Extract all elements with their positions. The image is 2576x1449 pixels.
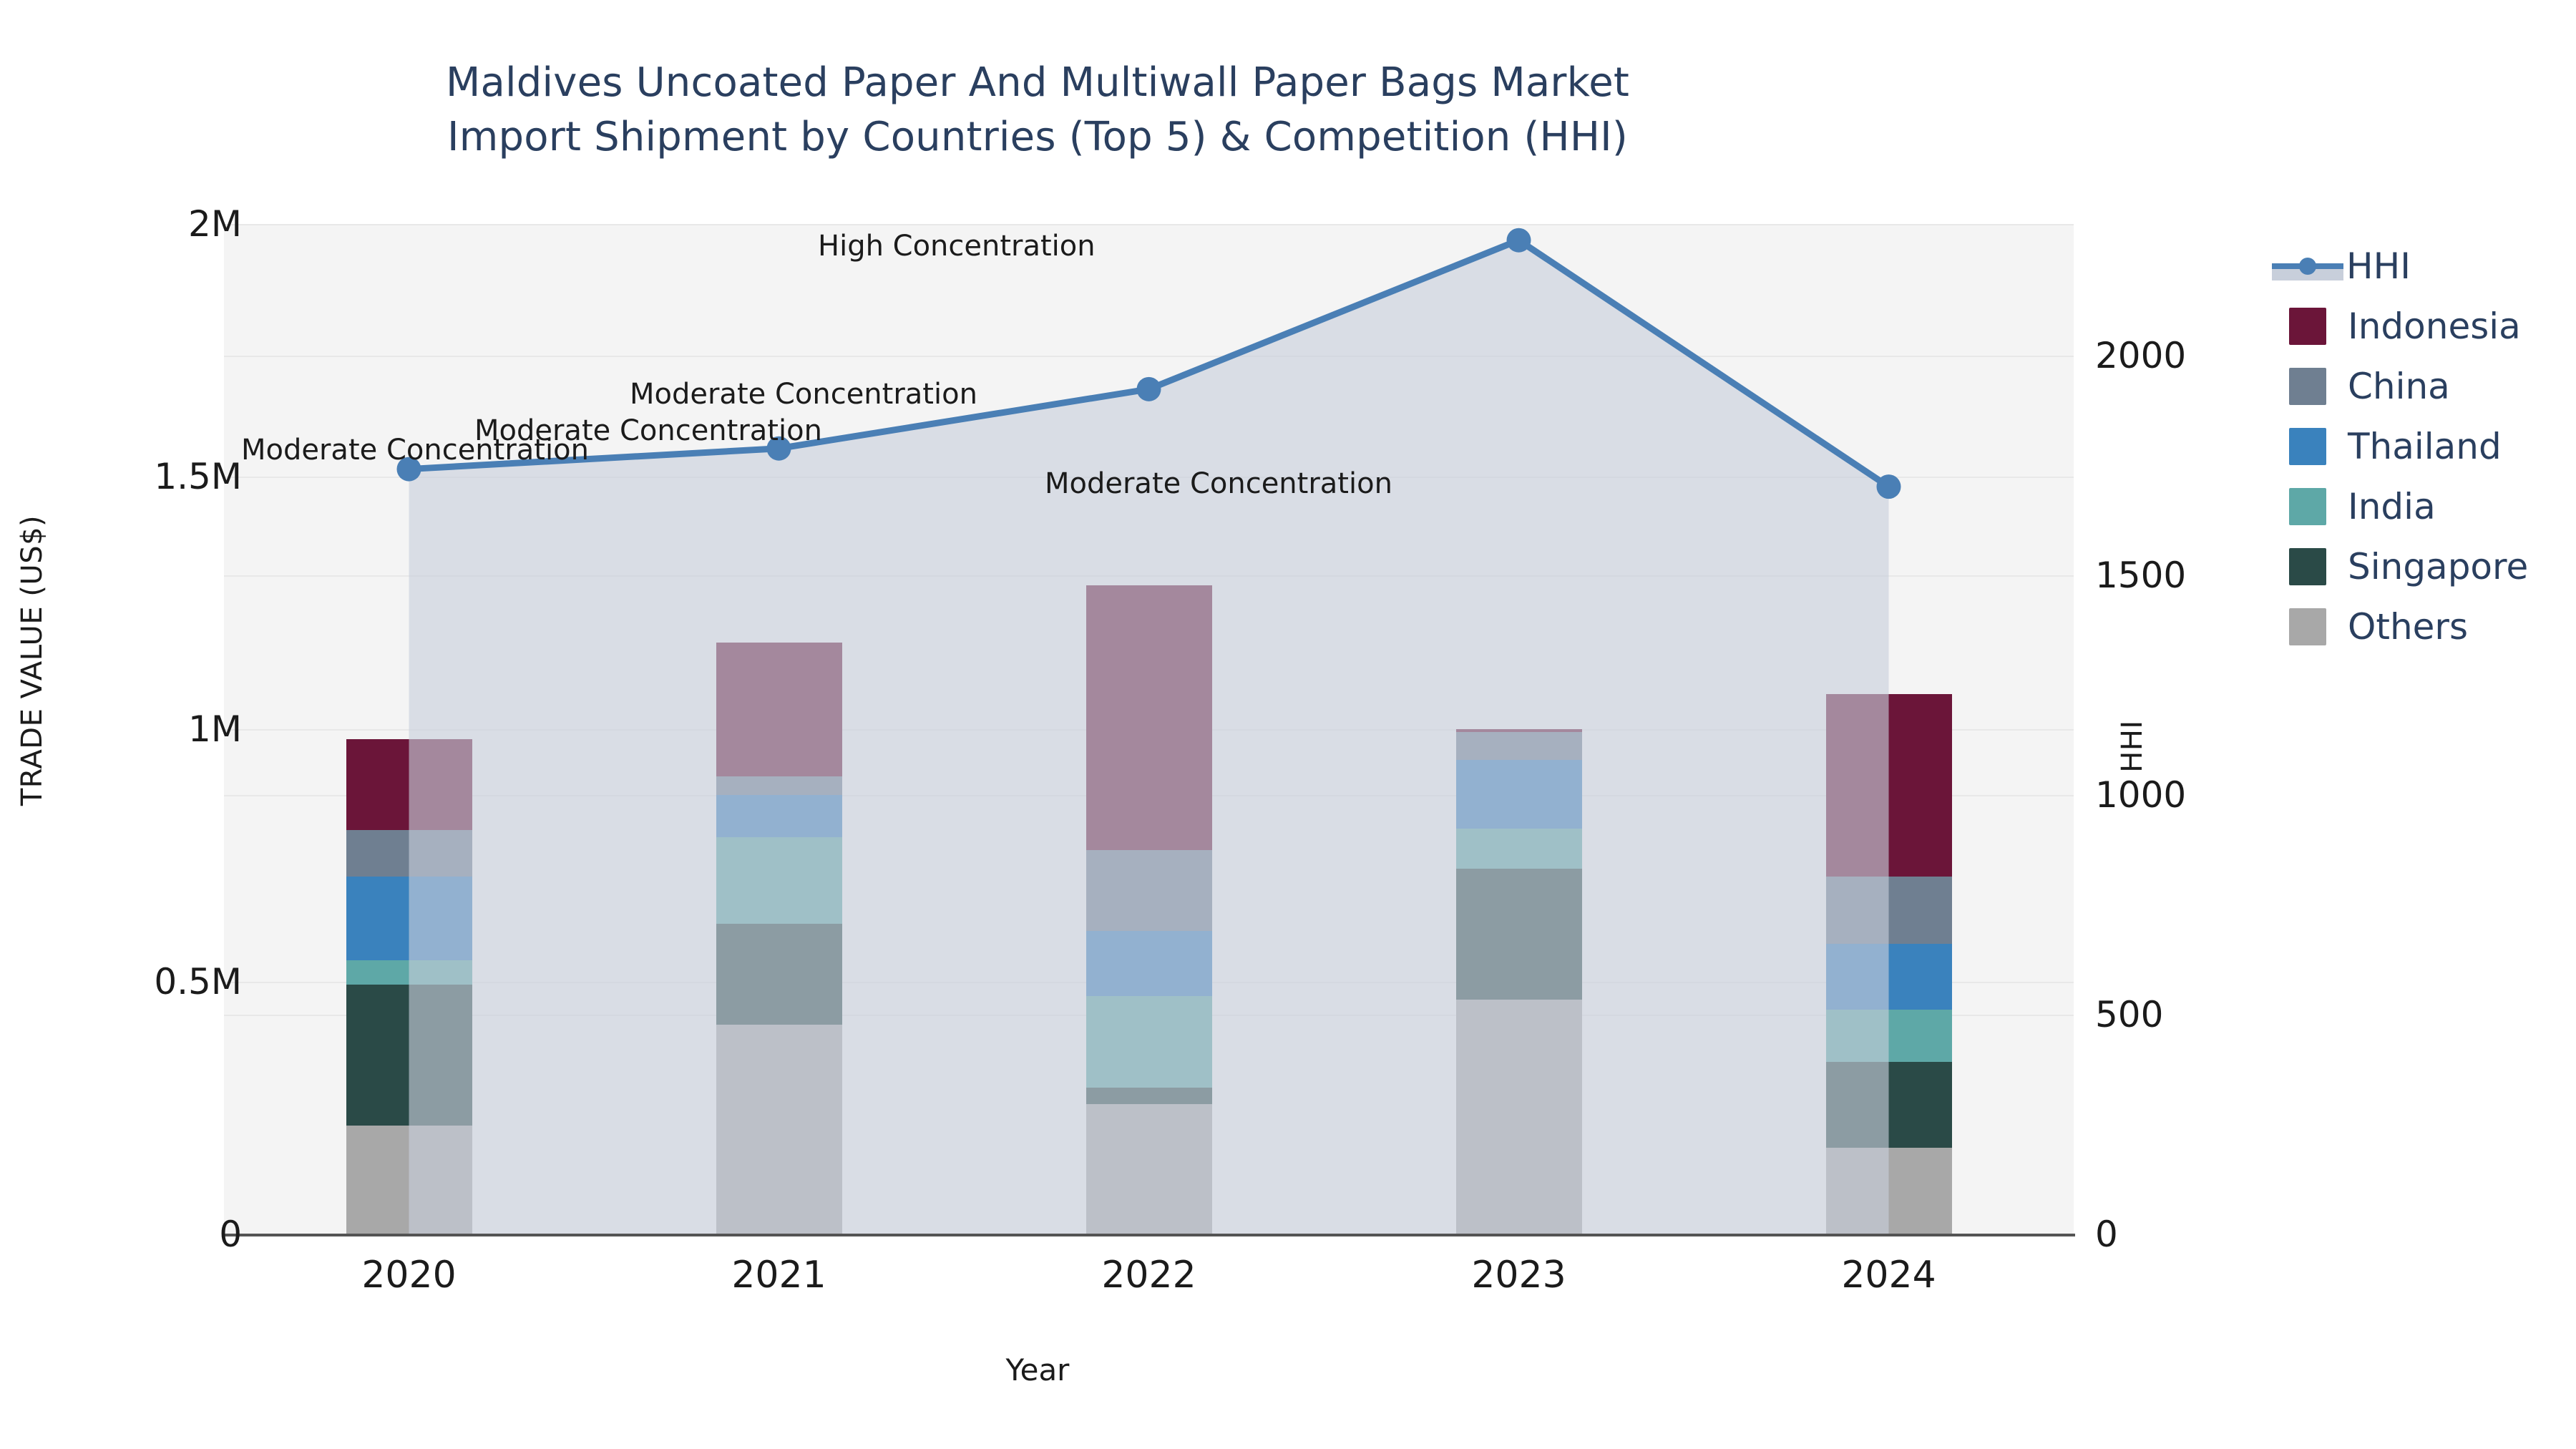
bar-segment-others[interactable]	[1085, 1103, 1212, 1234]
bar-segment-india[interactable]	[716, 837, 842, 924]
y-tick-right-3: 1500	[2095, 555, 2187, 597]
bar-segment-singapore[interactable]	[1085, 1087, 1212, 1104]
bar-segment-china[interactable]	[1085, 849, 1212, 931]
legend-item-china[interactable]: China	[2272, 356, 2572, 416]
legend-swatch-indonesia-icon	[2289, 308, 2326, 345]
legend-label-others: Others	[2348, 606, 2469, 648]
x-axis-line	[224, 1234, 2075, 1236]
bar-stack-2021[interactable]	[716, 642, 842, 1234]
bar-segment-indonesia[interactable]	[1085, 585, 1212, 850]
bar-segment-india[interactable]	[1455, 829, 1582, 869]
bar-segment-china[interactable]	[716, 776, 842, 795]
legend-item-singapore[interactable]: Singapore	[2272, 537, 2572, 597]
legend-label-singapore: Singapore	[2348, 546, 2529, 587]
y-tick-left-3: 1.5M	[154, 456, 242, 497]
bar-stack-2024[interactable]	[1825, 694, 1952, 1234]
annotation-1: Moderate Concentration	[474, 414, 822, 447]
y-tick-left-4: 2M	[188, 203, 242, 245]
bar-segment-singapore[interactable]	[716, 923, 842, 1025]
gridline-left	[224, 224, 2074, 225]
bar-segment-singapore[interactable]	[1455, 868, 1582, 1000]
x-tick-2023: 2023	[1471, 1254, 1566, 1297]
bar-segment-indonesia[interactable]	[716, 642, 842, 776]
x-tick-2021: 2021	[731, 1254, 826, 1297]
y-axis-left-title: TRADE VALUE (US$)	[16, 514, 49, 806]
annotation-2: Moderate Concentration	[630, 378, 977, 411]
legend-label-china: China	[2348, 366, 2450, 407]
hhi-line-swatch-icon	[2272, 248, 2343, 285]
x-tick-2022: 2022	[1101, 1254, 1196, 1297]
gridline-right	[224, 575, 2074, 577]
y-tick-left-1: 0.5M	[154, 961, 242, 1002]
bar-stack-2022[interactable]	[1085, 585, 1212, 1234]
y-tick-right-1: 500	[2095, 994, 2164, 1036]
chart-title-line-2: Import Shipment by Countries (Top 5) & C…	[447, 114, 1628, 160]
bar-segment-singapore[interactable]	[346, 984, 472, 1126]
legend-label-thailand: Thailand	[2348, 426, 2502, 467]
x-tick-2020: 2020	[361, 1254, 457, 1297]
legend-item-others[interactable]: Others	[2272, 597, 2572, 657]
bar-segment-others[interactable]	[716, 1025, 842, 1234]
bar-segment-others[interactable]	[1455, 999, 1582, 1234]
y-axis-right-title: HHI	[2116, 720, 2149, 773]
bar-segment-others[interactable]	[346, 1126, 472, 1234]
gridline-right	[224, 356, 2074, 358]
bar-segment-india[interactable]	[1085, 996, 1212, 1088]
legend-label-indonesia: Indonesia	[2348, 306, 2521, 347]
bar-stack-2023[interactable]	[1455, 729, 1582, 1234]
bar-segment-indonesia[interactable]	[1455, 729, 1582, 733]
bar-segment-china[interactable]	[1825, 877, 1952, 945]
bar-segment-china[interactable]	[1455, 732, 1582, 761]
legend-item-india[interactable]: India	[2272, 477, 2572, 537]
legend-swatch-others-icon	[2289, 608, 2326, 645]
y-tick-right-4: 2000	[2095, 335, 2187, 377]
annotation-0: Moderate Concentration	[241, 434, 589, 467]
bar-segment-india[interactable]	[346, 960, 472, 985]
legend-swatch-singapore-icon	[2289, 548, 2326, 585]
bar-segment-others[interactable]	[1825, 1147, 1952, 1234]
annotation-3: High Concentration	[818, 230, 1096, 263]
chart-title-line-1: Maldives Uncoated Paper And Multiwall Pa…	[445, 59, 1630, 106]
legend-swatch-thailand-icon	[2289, 428, 2326, 465]
annotation-4: Moderate Concentration	[1045, 467, 1392, 500]
legend-swatch-china-icon	[2289, 368, 2326, 405]
x-tick-2024: 2024	[1841, 1254, 1936, 1297]
bar-segment-thailand[interactable]	[346, 877, 472, 961]
legend-item-indonesia[interactable]: Indonesia	[2272, 296, 2572, 356]
chart-legend: HHI Indonesia China Thailand India Singapore O…	[2272, 236, 2572, 657]
y-tick-right-0: 0	[2095, 1214, 2118, 1255]
legend-item-hhi[interactable]: HHI	[2272, 236, 2572, 296]
y-tick-left-2: 1M	[188, 708, 242, 750]
bar-segment-thailand[interactable]	[716, 794, 842, 838]
bar-segment-china[interactable]	[346, 830, 472, 877]
legend-swatch-india-icon	[2289, 488, 2326, 525]
y-tick-right-2: 1000	[2095, 774, 2187, 816]
bar-segment-indonesia[interactable]	[1825, 694, 1952, 877]
bar-segment-thailand[interactable]	[1825, 944, 1952, 1010]
bar-segment-thailand[interactable]	[1085, 930, 1212, 997]
legend-item-thailand[interactable]: Thailand	[2272, 416, 2572, 477]
bar-segment-singapore[interactable]	[1825, 1061, 1952, 1148]
chart-title: Maldives Uncoated Paper And Multiwall Pa…	[0, 56, 2075, 165]
bar-segment-india[interactable]	[1825, 1009, 1952, 1062]
bar-segment-thailand[interactable]	[1455, 760, 1582, 829]
x-axis-title: Year	[1005, 1352, 1070, 1387]
bar-segment-indonesia[interactable]	[346, 739, 472, 831]
bar-stack-2020[interactable]	[346, 739, 472, 1234]
legend-label-india: India	[2348, 486, 2436, 527]
y-tick-left-0: 0	[219, 1214, 242, 1255]
legend-label-hhi: HHI	[2346, 245, 2411, 287]
